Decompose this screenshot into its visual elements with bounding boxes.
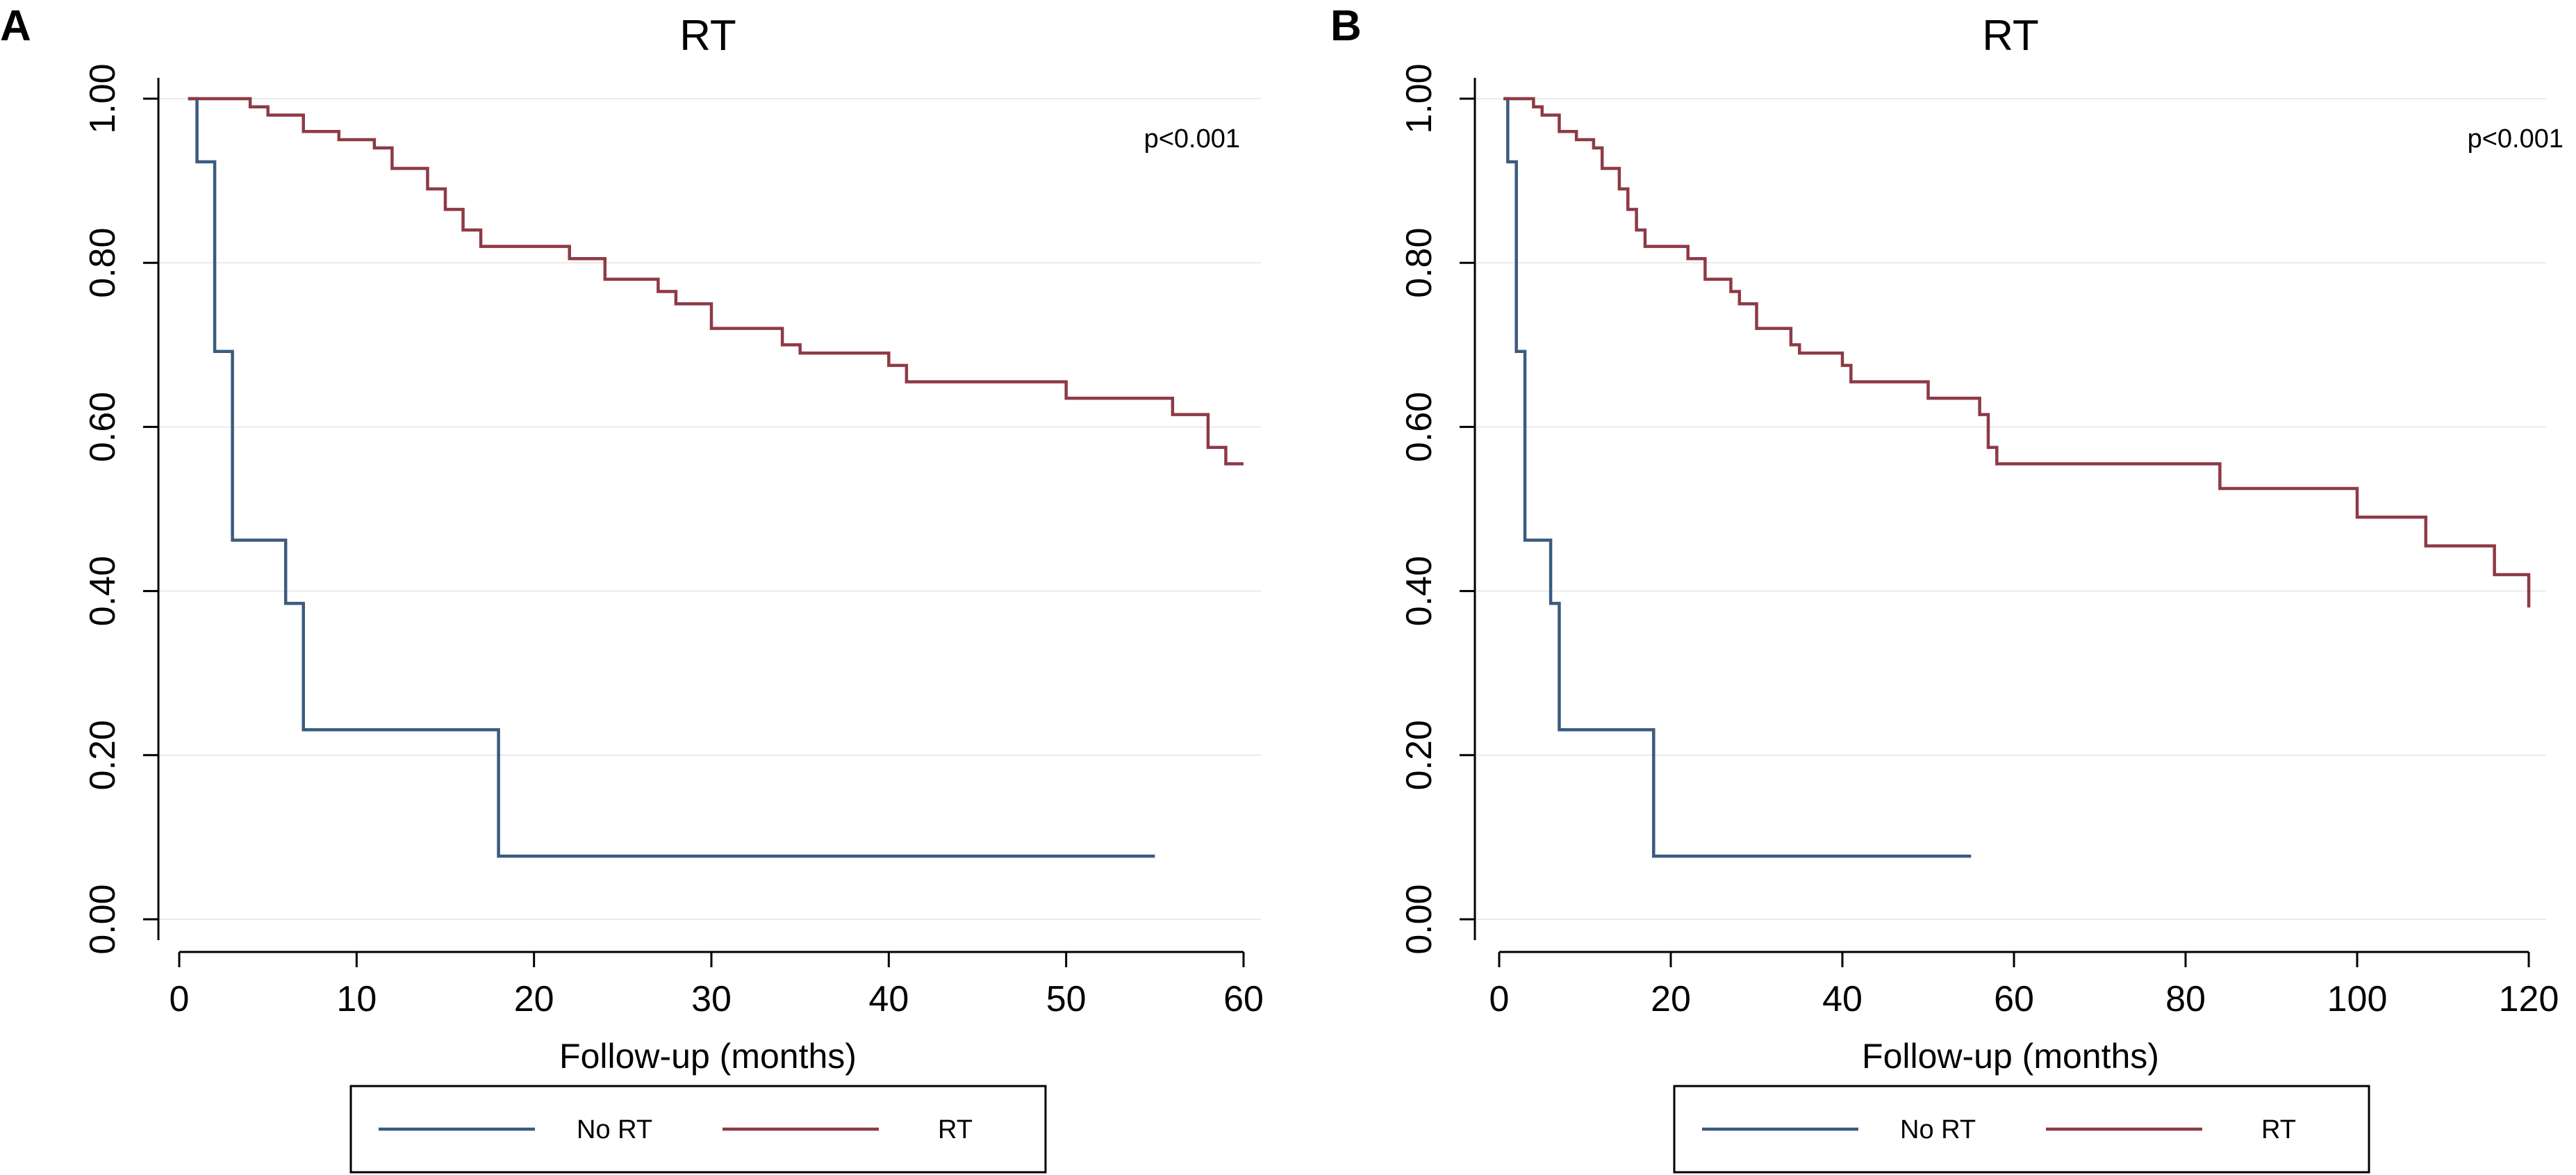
y-tick-label: 1.00 xyxy=(83,63,123,133)
p-value-annotation: p<0.001 xyxy=(1144,124,1240,154)
p-value-annotation: p<0.001 xyxy=(2468,124,2563,154)
x-tick-label: 30 xyxy=(691,979,732,1019)
x-tick-label: 120 xyxy=(2499,979,2559,1019)
series-line-no-rt xyxy=(1503,97,1972,858)
chart-title: RT xyxy=(1982,12,2039,60)
x-tick-label: 0 xyxy=(1489,979,1510,1019)
x-tick-label: 40 xyxy=(868,979,909,1019)
legend-label: No RT xyxy=(577,1115,652,1144)
y-tick-label: 0.20 xyxy=(83,720,123,790)
series-line-rt xyxy=(1503,97,2531,608)
legend-label: RT xyxy=(938,1115,973,1144)
y-tick-label: 0.60 xyxy=(83,392,123,462)
y-tick-label: 0.40 xyxy=(1399,556,1439,626)
y-tick-label: 0.20 xyxy=(1399,720,1439,790)
series-line-rt xyxy=(188,97,1244,466)
legend-label: RT xyxy=(2261,1115,2296,1144)
x-tick-label: 20 xyxy=(514,979,554,1019)
y-tick-label: 0.00 xyxy=(1399,884,1439,954)
series-line-no-rt xyxy=(188,97,1155,858)
y-tick-label: 0.60 xyxy=(1399,392,1439,462)
x-axis-label: Follow-up (months) xyxy=(1862,1037,2159,1076)
x-axis-label: Follow-up (months) xyxy=(559,1037,857,1076)
legend-label: No RT xyxy=(1900,1115,1976,1144)
x-tick-label: 10 xyxy=(336,979,377,1019)
y-tick-label: 1.00 xyxy=(1399,63,1439,133)
x-tick-label: 0 xyxy=(170,979,190,1019)
x-tick-label: 20 xyxy=(1651,979,1691,1019)
x-tick-label: 40 xyxy=(1822,979,1863,1019)
panel-letter: A xyxy=(0,2,31,50)
panel-letter: B xyxy=(1330,2,1362,50)
y-tick-label: 0.80 xyxy=(83,228,123,298)
x-tick-label: 100 xyxy=(2327,979,2388,1019)
chart-title: RT xyxy=(679,12,736,60)
x-tick-label: 50 xyxy=(1046,979,1087,1019)
y-tick-label: 0.80 xyxy=(1399,228,1439,298)
y-tick-label: 0.00 xyxy=(83,884,123,954)
x-tick-label: 60 xyxy=(1994,979,2034,1019)
y-tick-label: 0.40 xyxy=(83,556,123,626)
x-tick-label: 80 xyxy=(2165,979,2206,1019)
x-tick-label: 60 xyxy=(1223,979,1264,1019)
